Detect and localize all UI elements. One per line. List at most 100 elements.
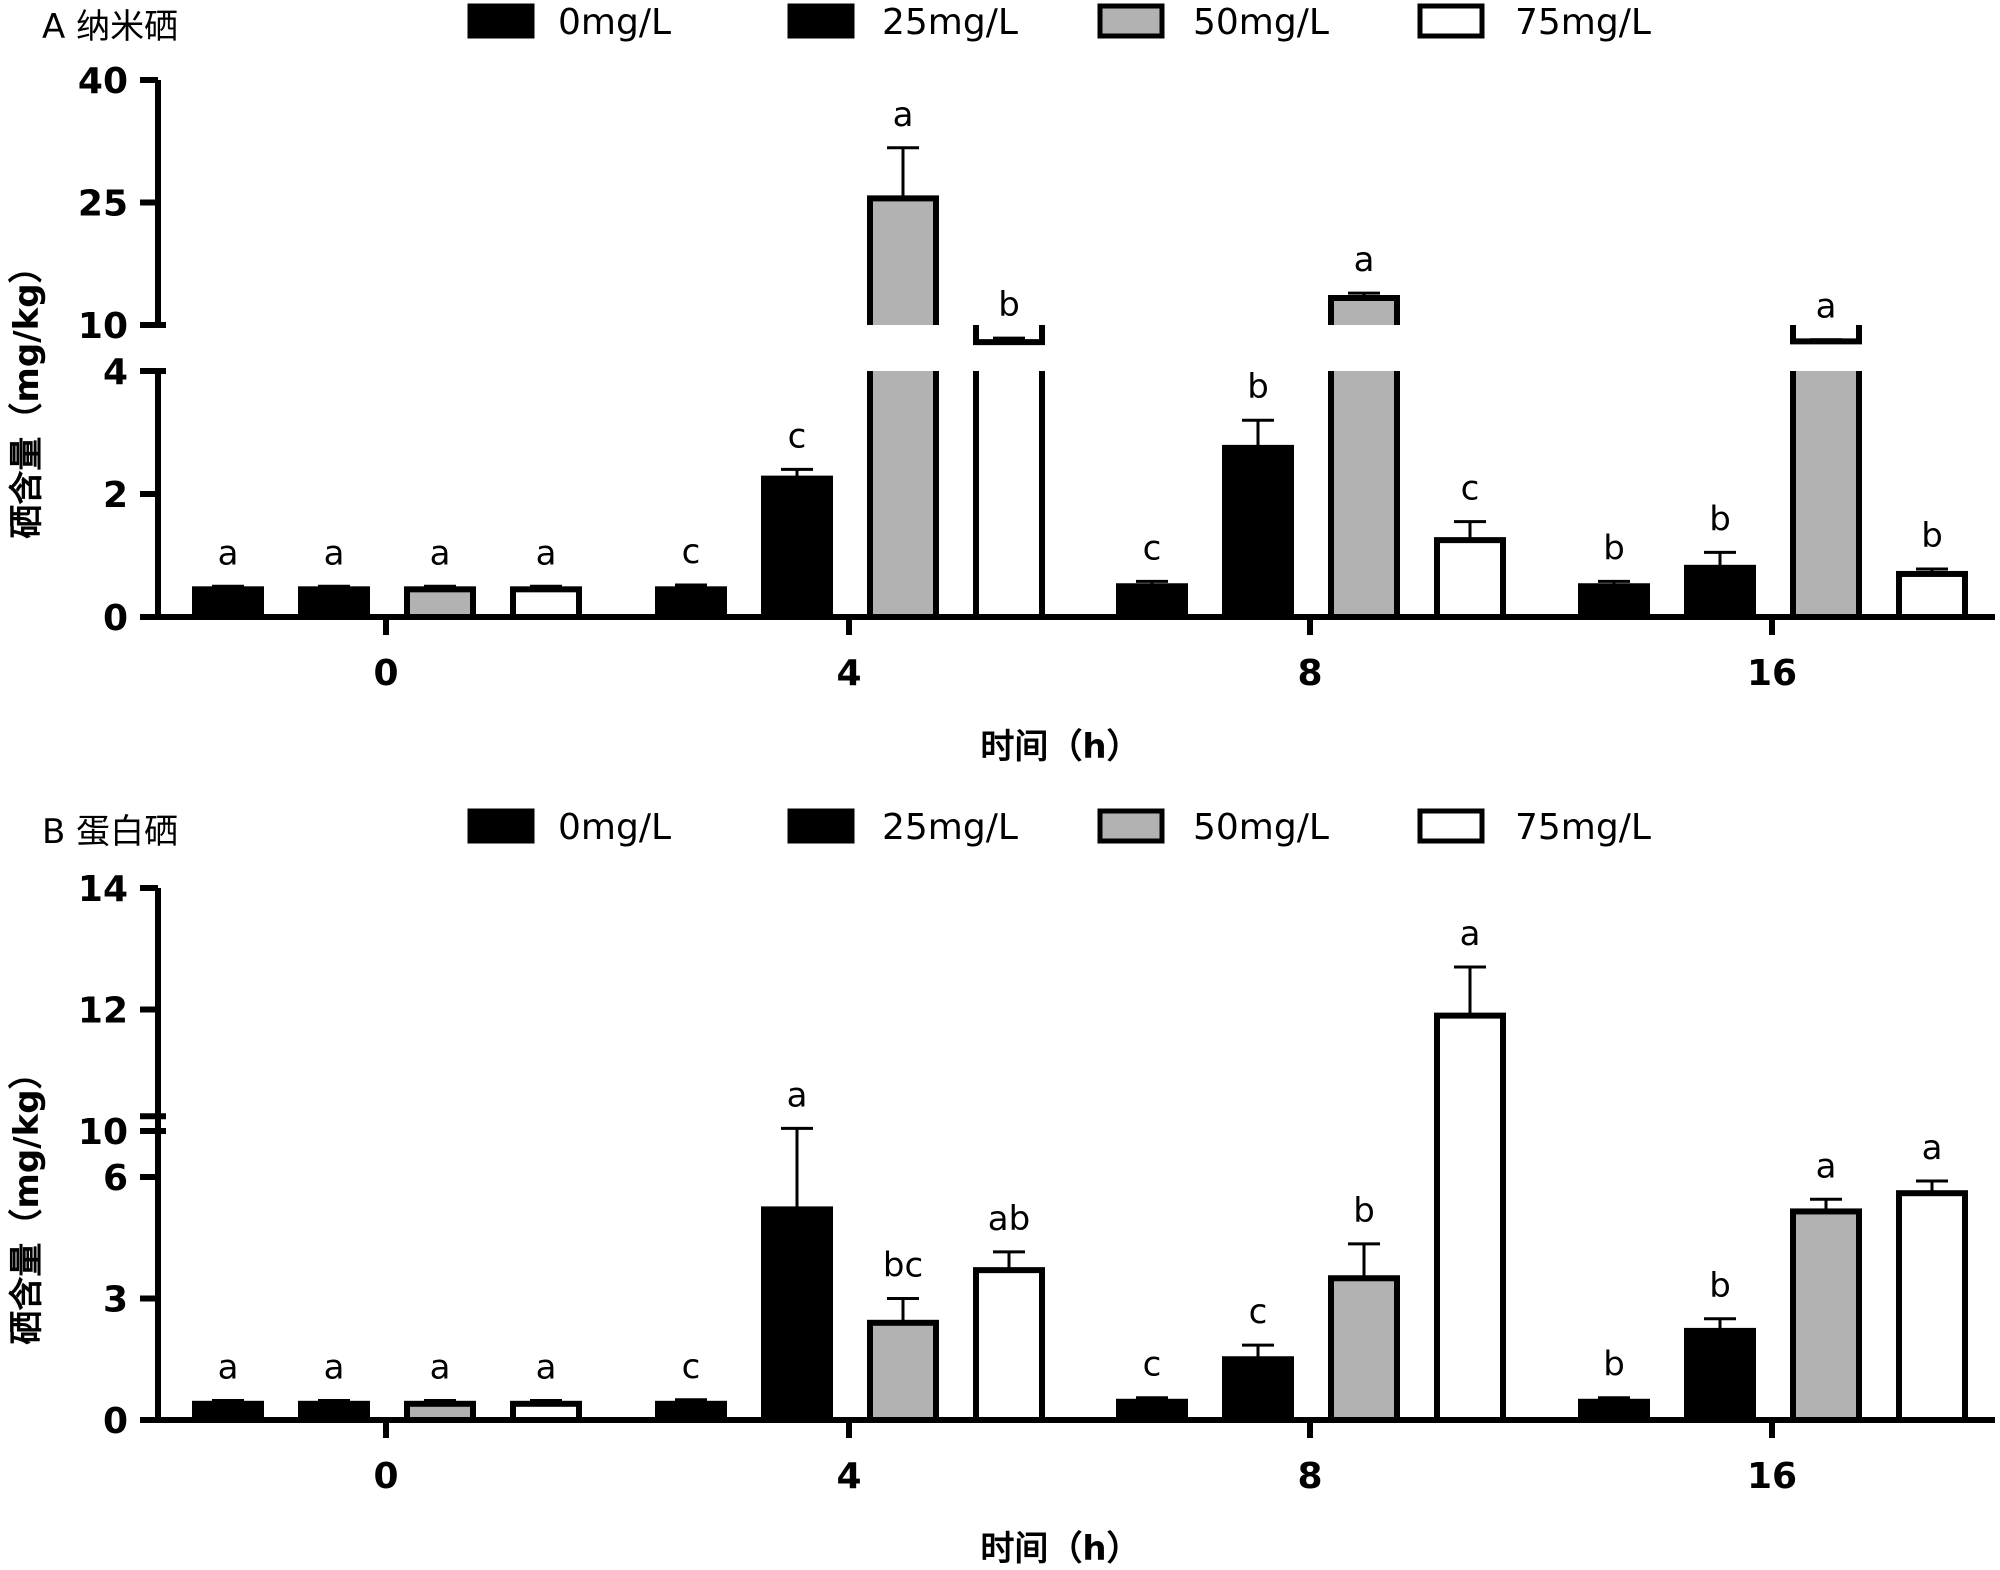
panel-b-sig-letter-1-0: a xyxy=(324,1348,345,1388)
panel-a-sig-letter-1-3: b xyxy=(1709,499,1731,539)
panel-b-bar-2-2 xyxy=(1328,1275,1400,1423)
panel-b-bar-1-3 xyxy=(1684,1327,1756,1424)
panel-b-bar-1-0 xyxy=(298,1400,370,1424)
panel-b-sig-letter-1-3: b xyxy=(1709,1266,1731,1306)
panel-a-x-tick-label: 4 xyxy=(836,653,861,694)
panel-b-sig-letter-2-1: bc xyxy=(883,1246,923,1286)
panel-b-y-axis-label: 硒含量（mg/kg） xyxy=(7,1055,47,1344)
panel-b-sig-letter-3-1: ab xyxy=(988,1199,1030,1239)
panel-a-y-tick-label: 25 xyxy=(78,184,128,225)
panel-a-y-tick-label: 2 xyxy=(103,475,128,516)
panel-a-bar-3-3 xyxy=(1896,570,1968,621)
panel-b-sig-letter-1-1: a xyxy=(787,1075,808,1115)
panel-b-y-tick-label: 10 xyxy=(78,1112,128,1153)
panel-b-x-tick-label: 8 xyxy=(1297,1456,1322,1497)
panel-a-bar-lower-outline-3-1 xyxy=(973,371,1045,620)
panel-b-y-tick-label: 12 xyxy=(78,991,128,1032)
panel-b-y-tick-label: 0 xyxy=(103,1401,128,1442)
panel-a-bar-1-3 xyxy=(1684,564,1756,620)
panel-b-bar-upper-fill-3-2 xyxy=(1437,1015,1503,1131)
panel-b-legend-swatch-2 xyxy=(1097,808,1165,844)
panel-b-bar-3-1 xyxy=(973,1267,1045,1424)
panel-a-sig-letter-0-0: a xyxy=(218,533,239,573)
panel-a-sig-letter-2-3: a xyxy=(1816,287,1837,327)
panel-b-y-tick-label: 14 xyxy=(78,869,128,910)
panel-b-bar-lower-outline-3-2 xyxy=(1434,1116,1506,1423)
panel-a-legend-swatch-2 xyxy=(1097,3,1165,39)
panel-b-bar-upper-outline-3-2 xyxy=(1434,1012,1506,1131)
panel-a-bar-lower-outline-2-3 xyxy=(1790,371,1862,620)
panel-b-legend-label-0: 0mg/L xyxy=(558,807,671,848)
panel-b-sig-letter-3-0: a xyxy=(536,1348,557,1388)
panel-a-sig-letter-1-2: b xyxy=(1247,367,1269,407)
panel-a-bar-lower-fill-2-2 xyxy=(1331,371,1397,617)
panel-b-sig-letter-3-2: a xyxy=(1460,914,1481,954)
panel-a-bar-1-1 xyxy=(761,475,833,620)
panel-b-legend-label-2: 50mg/L xyxy=(1193,807,1329,848)
panel-b-bar-1-2 xyxy=(1222,1356,1294,1423)
panel-b-x-tick-label: 16 xyxy=(1747,1456,1797,1497)
panel-a-sig-letter-0-3: b xyxy=(1603,528,1625,568)
panel-a-sig-letter-2-2: a xyxy=(1354,240,1375,280)
panel-b-bar-lower-fill-3-2 xyxy=(1437,1116,1503,1420)
panel-a-sig-letter-3-2: c xyxy=(1461,469,1480,509)
panel-a-legend-swatch-0 xyxy=(467,3,535,39)
panel-a-legend-swatch-3 xyxy=(1417,3,1485,39)
panel-b-bar-1-1 xyxy=(761,1206,833,1424)
panel-a-sig-letter-0-1: c xyxy=(682,532,701,572)
panel-b-legend-label-1: 25mg/L xyxy=(882,807,1018,848)
panel-b-bar-0-0 xyxy=(192,1400,264,1424)
panel-a-bar-lower-fill-3-1 xyxy=(976,371,1042,617)
panel-a-bar-lower-fill-2-3 xyxy=(1793,371,1859,617)
panel-b-x-tick-label: 0 xyxy=(373,1456,398,1497)
panel-b-bar-2-3 xyxy=(1790,1208,1862,1424)
panel-a-sig-letter-3-0: a xyxy=(536,533,557,573)
panel-b-legend-swatch-1 xyxy=(787,808,855,844)
panel-b-bar-2-0 xyxy=(404,1400,476,1424)
panel-a-sig-letter-3-3: b xyxy=(1921,516,1943,556)
panel-b-sig-letter-0-2: c xyxy=(1143,1345,1162,1385)
panel-b-y-tick-label: 3 xyxy=(103,1280,128,1321)
panel-a-bar-upper-outline-2-1 xyxy=(867,195,939,325)
panel-b-sig-letter-1-2: c xyxy=(1249,1292,1268,1332)
panel-a-y-tick-label: 4 xyxy=(103,352,128,393)
panel-a-bar-1-0 xyxy=(298,586,370,621)
panel-a-bar-1-2 xyxy=(1222,444,1294,620)
panel-a-sig-letter-2-0: a xyxy=(430,533,451,573)
panel-a-x-tick-label: 0 xyxy=(373,653,398,694)
panel-b-legend-swatch-3 xyxy=(1417,808,1485,844)
panel-b-sig-letter-0-3: b xyxy=(1603,1345,1625,1385)
panel-b-x-tick-label: 4 xyxy=(836,1456,861,1497)
panel-a-legend-label-0: 0mg/L xyxy=(558,2,671,43)
panel-a-title: A 纳米硒 xyxy=(42,7,178,47)
panel-a-legend-label-1: 25mg/L xyxy=(882,2,1018,43)
panel-a-bar-lower-outline-2-2 xyxy=(1328,371,1400,620)
panel-b-bar-0-1 xyxy=(655,1400,727,1424)
panel-b-legend-swatch-0 xyxy=(467,808,535,844)
panel-a-bar-upper-fill-2-1 xyxy=(870,198,936,325)
panel-a-sig-letter-2-1: a xyxy=(893,95,914,135)
panel-a-legend-label-2: 50mg/L xyxy=(1193,2,1329,43)
panel-b-sig-letter-0-0: a xyxy=(218,1348,239,1388)
panel-b-legend-label-3: 75mg/L xyxy=(1515,807,1651,848)
panel-a-bar-0-3 xyxy=(1578,583,1650,620)
panel-b-bar-2-1 xyxy=(867,1319,939,1424)
panel-b-sig-letter-2-2: b xyxy=(1353,1191,1375,1231)
panel-a-bar-lower-fill-2-1 xyxy=(870,371,936,617)
panel-b-sig-letter-0-1: c xyxy=(682,1347,701,1387)
panel-b-bar-3-3 xyxy=(1896,1190,1968,1423)
panel-b-bar-0-3 xyxy=(1578,1398,1650,1424)
panel-a-x-axis-label: 时间（h） xyxy=(980,727,1140,767)
panel-b-title: B 蛋白硒 xyxy=(42,812,178,852)
panel-b-sig-letter-2-0: a xyxy=(430,1348,451,1388)
panel-a-bar-0-2 xyxy=(1116,583,1188,620)
panel-a-y-tick-label: 10 xyxy=(78,306,128,347)
panel-a-bar-2-0 xyxy=(404,586,476,621)
panel-a-y-axis-label: 硒含量（mg/kg） xyxy=(7,249,47,538)
panel-a-sig-letter-1-0: a xyxy=(324,533,345,573)
panel-b-x-axis-label: 时间（h） xyxy=(980,1529,1140,1569)
panel-a-legend-swatch-1 xyxy=(787,3,855,39)
panel-a-bar-lower-outline-2-1 xyxy=(867,371,939,620)
panel-b-y-tick-label: 6 xyxy=(103,1158,128,1199)
